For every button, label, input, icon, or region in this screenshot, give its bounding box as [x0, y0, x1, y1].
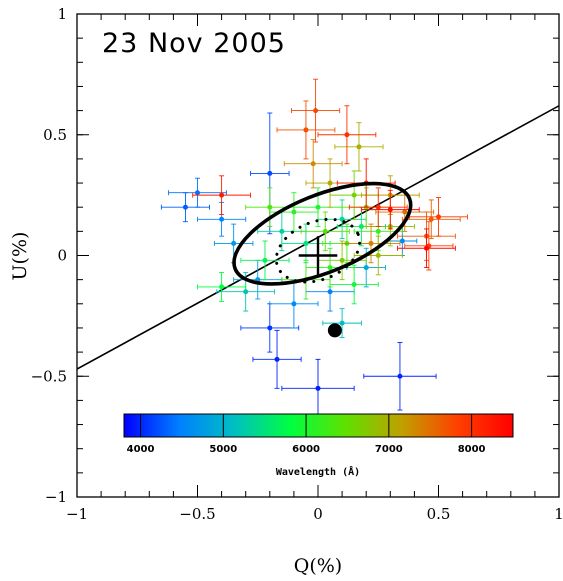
chart-title: 23 Nov 2005	[102, 28, 286, 59]
x-tick-label: 0	[313, 505, 323, 523]
point-marker	[399, 238, 405, 244]
data-point	[322, 308, 362, 339]
x-tick-label: 1	[554, 505, 563, 523]
point-marker	[375, 228, 381, 234]
point-marker	[219, 284, 225, 290]
data-point	[334, 122, 384, 172]
point-marker	[344, 132, 350, 138]
point-marker	[368, 240, 374, 246]
data-point	[341, 223, 401, 264]
point-marker	[363, 265, 369, 271]
data-point	[401, 199, 461, 240]
point-marker	[327, 180, 333, 186]
x-tick-label: 0.5	[427, 505, 451, 523]
data-point	[276, 100, 336, 160]
colorbar-tick-label: 6000	[292, 444, 320, 455]
point-marker	[387, 207, 393, 213]
data-point	[240, 240, 290, 281]
x-tick-label: −1	[66, 505, 88, 523]
point-marker	[322, 228, 328, 234]
data-point	[252, 329, 302, 389]
point-marker	[402, 209, 408, 215]
point-marker	[303, 240, 309, 246]
colorbar-tick-label: 7000	[375, 444, 403, 455]
point-marker	[351, 192, 357, 198]
point-marker	[375, 253, 381, 258]
point-marker	[291, 301, 297, 307]
data-point	[281, 223, 331, 264]
wavelength-colorbar: Wavelength (Å) 4000 5000 6000 7000 8000	[123, 413, 514, 478]
data-point	[300, 211, 350, 252]
point-marker	[315, 204, 321, 210]
point-marker	[310, 161, 316, 167]
point-marker	[267, 170, 273, 176]
data-point	[329, 264, 379, 305]
point-marker	[428, 216, 434, 222]
fit-ellipse	[232, 181, 413, 286]
y-tick-label: −0.5	[31, 367, 67, 385]
y-axis-label: U(%)	[9, 232, 31, 281]
point-marker	[267, 204, 273, 210]
point-marker	[356, 144, 362, 150]
point-marker	[423, 245, 429, 251]
isp-point	[327, 323, 342, 338]
point-marker	[303, 127, 309, 133]
point-marker	[267, 325, 273, 331]
point-marker	[358, 224, 364, 230]
data-point	[409, 197, 468, 237]
point-marker	[327, 289, 333, 295]
data-point	[240, 303, 300, 353]
y-tick-label: 0.5	[43, 126, 67, 144]
y-tick-label: 0	[57, 247, 67, 265]
data-point	[397, 228, 456, 269]
point-marker	[397, 373, 403, 379]
point-marker	[291, 209, 297, 215]
point-marker	[315, 385, 321, 391]
point-marker	[375, 204, 381, 210]
data-point	[336, 206, 386, 247]
point-marker	[231, 240, 237, 246]
point-marker	[339, 257, 345, 263]
point-marker	[219, 216, 225, 222]
point-marker	[219, 192, 225, 198]
point-marker	[182, 204, 188, 210]
point-marker	[327, 265, 333, 271]
data-point	[269, 279, 319, 329]
data-point	[291, 78, 341, 143]
point-marker	[255, 277, 261, 283]
point-marker	[262, 257, 268, 263]
data-point	[348, 187, 408, 227]
colorbar-title: Wavelength (Å)	[276, 465, 360, 478]
dotted-ellipse	[274, 217, 362, 284]
data-point	[283, 139, 343, 189]
colorbar-tick-label: 4000	[127, 444, 155, 455]
data-point	[192, 175, 251, 215]
point-marker	[339, 320, 345, 326]
data-point	[245, 187, 295, 227]
data-point	[363, 341, 437, 411]
data-point	[317, 105, 377, 165]
point-marker	[351, 281, 357, 287]
data-point	[197, 271, 247, 302]
colorbar-gradient	[123, 413, 514, 438]
x-axis-label: Q(%)	[294, 555, 342, 577]
point-marker	[274, 356, 280, 362]
y-tick-label: −1	[45, 488, 67, 506]
colorbar-tick-label: 5000	[209, 444, 237, 455]
point-marker	[279, 228, 285, 234]
data-point	[160, 192, 211, 223]
axis-ticks: −1 −0.5 0 0.5 1 −1 −0.5 0 0.5 1	[31, 5, 563, 523]
x-tick-label: −0.5	[179, 505, 215, 523]
data-layer	[77, 78, 559, 418]
point-marker	[195, 190, 200, 196]
point-marker	[436, 214, 441, 220]
colorbar-tick-label: 8000	[458, 444, 486, 455]
point-marker	[313, 108, 319, 114]
data-point	[281, 358, 355, 418]
point-marker	[243, 289, 249, 295]
y-tick-label: 1	[57, 5, 67, 23]
data-point	[168, 177, 227, 208]
